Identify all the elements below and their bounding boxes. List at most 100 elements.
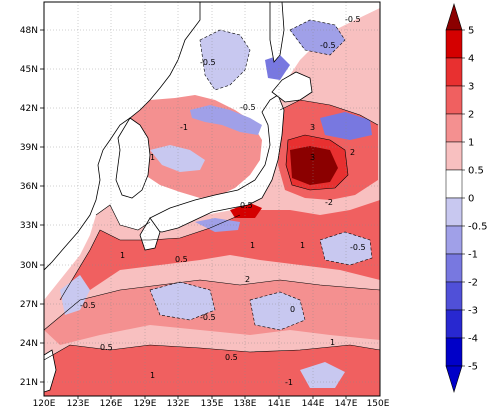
lon-label: 150E <box>367 399 390 408</box>
contour-label: -0.5 <box>240 103 256 112</box>
contour-labels: 1 -1 -0.5 -0.5 -0.5 -0.5 3 2 -2 0.5 1 0.… <box>80 15 366 387</box>
contour-label: -0.5 <box>200 313 216 322</box>
lon-label: 141E <box>268 399 291 408</box>
contour-label: 1 <box>120 251 125 260</box>
lat-label: 45N <box>20 65 38 75</box>
contour-lines <box>44 19 380 361</box>
contour-label: 2 <box>245 275 250 284</box>
lat-label: 48N <box>20 26 38 36</box>
cold-anomaly <box>250 292 305 330</box>
anomaly-zone <box>44 345 380 396</box>
contour-label: -1 <box>180 123 188 132</box>
contour-label: 1 <box>150 371 155 380</box>
contour-label: -0.5 <box>345 15 361 24</box>
land-japan <box>149 94 285 233</box>
lon-label: 120E <box>33 399 56 408</box>
longitude-ticks <box>77 396 347 399</box>
land-hokkaido <box>271 71 313 103</box>
colorbar-segment <box>445 225 463 255</box>
contour-label: 0 <box>290 305 295 314</box>
colorbar-label: -2 <box>468 278 478 289</box>
lat-label: 42N <box>20 104 38 114</box>
cold-anomaly <box>300 362 345 388</box>
colorbar-label: 0 <box>468 194 474 205</box>
colorbar-segment <box>445 85 463 115</box>
lat-label: 27N <box>20 300 38 310</box>
colorbar-label: -3 <box>468 306 478 317</box>
colorbar-segment <box>445 169 463 199</box>
lon-label: 138E <box>234 399 257 408</box>
contour-label: 3 <box>310 153 315 162</box>
colorbar-segment <box>445 141 463 171</box>
colorbar-segment <box>445 197 463 227</box>
lon-label: 132E <box>167 399 190 408</box>
lat-label: 30N <box>20 261 38 271</box>
colorbar-segment <box>445 29 463 59</box>
land-sakhalin <box>269 2 285 63</box>
map-plot-area: 1 -1 -0.5 -0.5 -0.5 -0.5 3 2 -2 0.5 1 0.… <box>44 2 380 396</box>
lon-label: 129E <box>134 399 157 408</box>
land-taiwan <box>44 349 57 393</box>
contour-label: -0.5 <box>200 58 216 67</box>
lat-label: 24N <box>20 339 38 349</box>
contour-label: 0.5 <box>100 343 113 352</box>
cold-anomaly <box>60 275 90 315</box>
lat-label: 39N <box>20 143 38 153</box>
grid-lines <box>44 2 380 396</box>
lat-label: 21N <box>20 378 38 388</box>
cold-anomaly <box>190 105 262 135</box>
lon-label: 144E <box>302 399 325 408</box>
colorbar-segment <box>445 253 463 283</box>
contour-label: -1 <box>285 378 293 387</box>
colorbar-label: -0.5 <box>468 222 488 233</box>
cold-anomaly <box>290 20 345 55</box>
strong-warm-anomaly <box>230 203 262 218</box>
contour-label: 0.5 <box>175 255 188 264</box>
cold-anomaly <box>200 30 250 90</box>
lon-label: 126E <box>100 399 123 408</box>
colorbar: 5 4 3 2 1 0.5 0 -0.5 -1 -2 -3 -4 -5 <box>445 2 488 394</box>
contour-label: 2 <box>350 148 355 157</box>
colorbar-label: -1 <box>468 250 478 261</box>
contour-label: 3 <box>310 123 315 132</box>
contour-label: -2 <box>325 198 333 207</box>
contour-label: 1 <box>250 241 255 250</box>
colorbar-label: 5 <box>468 26 474 37</box>
land-korea <box>115 117 151 199</box>
contour-label: 0.5 <box>240 201 253 210</box>
cold-anomaly <box>150 145 205 172</box>
colorbar-label: -5 <box>468 362 478 373</box>
lon-label: 147E <box>335 399 358 408</box>
colorbar-label: 0.5 <box>468 166 484 177</box>
colorbar-segment <box>445 337 463 367</box>
longitude-labels: 120E 123E 126E 129E 132E 135E 138E 141E … <box>33 399 390 408</box>
contour-label: 0.5 <box>225 353 238 362</box>
contour-label: 1 <box>330 338 335 347</box>
lon-label: 135E <box>201 399 224 408</box>
colorbar-label: 3 <box>468 82 474 93</box>
colorbar-label: 2 <box>468 110 474 121</box>
colorbar-segment <box>445 113 463 143</box>
contour-label: 1 <box>150 153 155 162</box>
colorbar-label: 1 <box>468 138 474 149</box>
lat-label: 33N <box>20 221 38 231</box>
cold-anomaly <box>150 282 215 320</box>
colorbar-segment <box>445 281 463 311</box>
colorbar-segment <box>445 57 463 87</box>
colorbar-top-arrow <box>445 2 463 31</box>
colorbar-label: 4 <box>468 54 474 65</box>
colorbar-label: -4 <box>468 334 478 345</box>
contour-label: -0.5 <box>80 301 96 310</box>
strong-warm-anomaly <box>290 146 338 185</box>
latitude-labels: 48N 45N 42N 39N 36N 33N 30N 27N 24N 21N <box>20 26 38 388</box>
lon-label: 123E <box>67 399 90 408</box>
anomaly-zone <box>44 280 380 345</box>
contour-label: -0.5 <box>320 41 336 50</box>
colorbar-bottom-arrow <box>445 365 463 394</box>
latitude-ticks <box>40 29 44 383</box>
contour-label: 1 <box>300 241 305 250</box>
colorbar-segment <box>445 309 463 339</box>
contour-label: -0.5 <box>350 243 366 252</box>
cold-anomaly <box>265 55 290 80</box>
